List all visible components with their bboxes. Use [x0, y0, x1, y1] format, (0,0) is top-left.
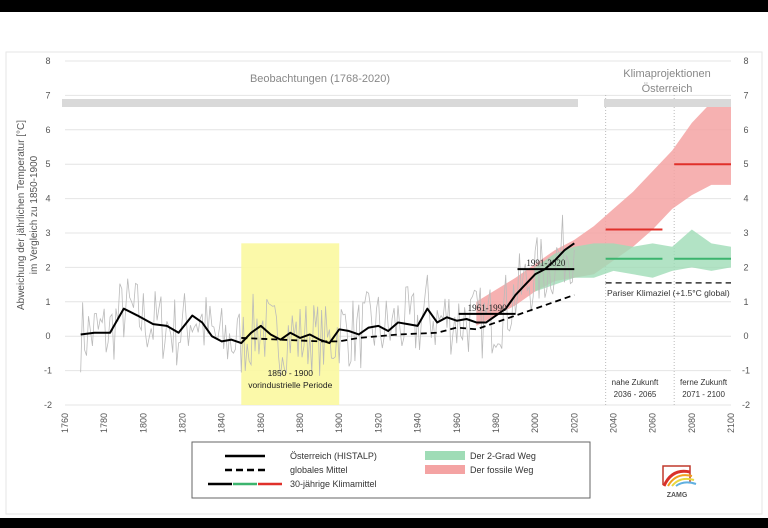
y-tick-label: 7: [45, 90, 50, 100]
y-axis-label: Abweichung der jährlichen Temperatur [°C…: [16, 120, 27, 310]
zamg-logo: ZAMG: [662, 465, 697, 499]
projections-title-2: Österreich: [642, 83, 693, 95]
period-name: ferne Zukunft: [680, 378, 728, 387]
observations-title: Beobachtungen (1768-2020): [250, 73, 390, 85]
y-tick-label: 6: [45, 125, 50, 135]
climate-mean-label: 1991-2020: [526, 258, 565, 268]
y-tick-label-right: 1: [743, 297, 748, 307]
y-axis-label-2: im Vergleich zu 1850-1900: [29, 155, 40, 274]
x-tick-label: 1800: [138, 413, 148, 433]
x-tick-label: 1760: [60, 413, 70, 433]
y-tick-label-right: -1: [742, 366, 750, 376]
legend-label-fossil: Der fossile Weg: [470, 465, 533, 475]
x-tick-label: 1960: [452, 413, 462, 433]
y-tick-label: -2: [44, 400, 52, 410]
period-name: nahe Zukunft: [612, 378, 659, 387]
x-tick-label: 1840: [217, 413, 227, 433]
x-tick-label: 2040: [608, 413, 618, 433]
legend-swatch-2grad: [425, 451, 465, 460]
y-tick-label: 0: [45, 331, 50, 341]
logo-text: ZAMG: [667, 492, 688, 499]
observations-bar: [62, 99, 578, 107]
y-tick-label: 8: [45, 56, 50, 66]
x-tick-label: 2100: [726, 413, 736, 433]
x-tick-label: 1980: [491, 413, 501, 433]
y-tick-label: 5: [45, 159, 50, 169]
y-tick-label: 4: [45, 194, 50, 204]
x-tick-label: 1920: [373, 413, 383, 433]
y-tick-label: 3: [45, 228, 50, 238]
legend: Österreich (HISTALP) globales Mittel 30-…: [191, 441, 591, 499]
projections-title: Klimaprojektionen: [623, 68, 710, 80]
global-mean-line: [241, 294, 575, 343]
annual-values-line: [80, 214, 575, 377]
y-tick-label-right: 2: [743, 262, 748, 272]
x-tick-label: 1860: [256, 413, 266, 433]
y-tick-label-right: 3: [743, 228, 748, 238]
x-tick-label: 2060: [648, 413, 658, 433]
y-tick-label: 1: [45, 297, 50, 307]
y-tick-label: -1: [44, 366, 52, 376]
y-tick-label-right: 5: [743, 159, 748, 169]
period-range: 2036 - 2065: [614, 390, 657, 399]
x-tick-label: 1820: [178, 413, 188, 433]
legend-label-2grad: Der 2-Grad Weg: [470, 451, 536, 461]
legend-label-means: 30-jährige Klimamittel: [290, 479, 377, 489]
x-tick-label: 1780: [99, 413, 109, 433]
two-degree-band: [535, 229, 731, 292]
y-tick-label-right: 0: [743, 331, 748, 341]
preindustrial-range-label: 1850 - 1900: [268, 368, 314, 378]
x-tick-label: 1880: [295, 413, 305, 433]
x-tick-label: 2020: [569, 413, 579, 433]
y-tick-label-right: 4: [743, 194, 748, 204]
y-tick-label-right: 6: [743, 125, 748, 135]
y-tick-label-right: 7: [743, 90, 748, 100]
x-tick-label: 1900: [334, 413, 344, 433]
period-range: 2071 - 2100: [682, 390, 725, 399]
legend-label-austria: Österreich (HISTALP): [290, 451, 377, 461]
legend-label-global: globales Mittel: [290, 465, 348, 475]
y-tick-label-right: 8: [743, 56, 748, 66]
preindustrial-label: vorindustrielle Periode: [248, 380, 332, 390]
paris-target-label: Pariser Klimaziel (+1.5°C global): [607, 288, 730, 298]
legend-swatch-fossil: [425, 465, 465, 474]
chart-frame: [5, 51, 763, 515]
projections-bar: [604, 99, 731, 107]
x-tick-label: 2080: [687, 413, 697, 433]
y-tick-label: 2: [45, 262, 50, 272]
y-tick-label-right: -2: [742, 400, 750, 410]
x-tick-label: 1940: [413, 413, 423, 433]
x-tick-label: 2000: [530, 413, 540, 433]
climate-mean-label: 1961-1990: [468, 303, 507, 313]
